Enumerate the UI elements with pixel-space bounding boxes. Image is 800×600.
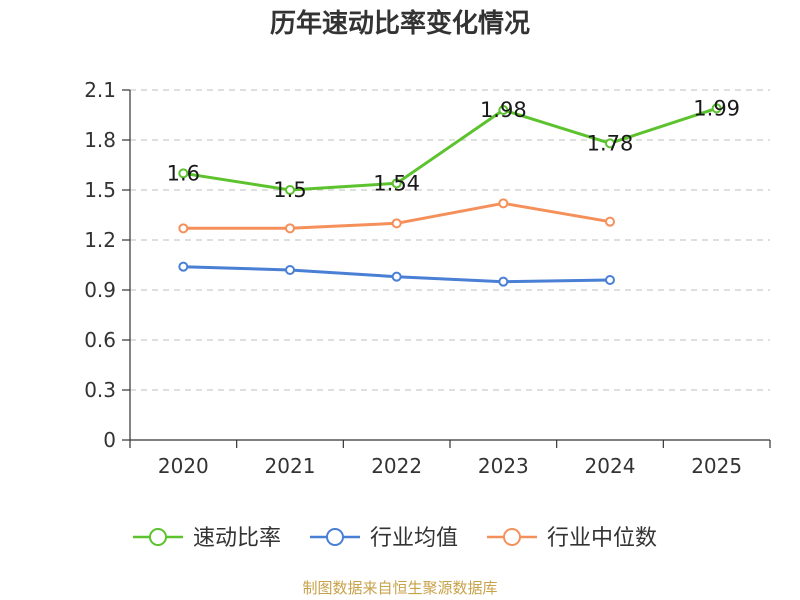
data-label: 1.98 [480,98,527,122]
data-point [498,198,509,209]
legend: 速动比率 行业均值 行业中位数 [133,526,657,551]
data-label: 1.5 [273,178,306,202]
x-axis: 2020 2021 2022 2023 2024 2025 [129,439,771,478]
series-line [181,106,719,192]
data-point [285,185,295,195]
source-note: 制图数据来自恒生聚源数据库 [302,579,497,597]
data-point [285,265,295,275]
y-tick-label: 1.5 [84,178,116,202]
data-point [498,276,509,287]
data-point [178,168,189,179]
data-point [178,223,189,234]
y-tick-label: 0.6 [84,328,116,352]
legend-label: 行业均值 [370,526,458,551]
legend-marker [326,528,344,546]
data-point [711,103,722,114]
data-point [285,223,295,234]
data-point [605,275,615,285]
legend-item: 行业均值 [310,526,458,551]
legend-marker [503,528,521,546]
y-tick-label: 0 [103,428,116,452]
x-tick-label: 2025 [691,454,742,478]
data-label: 1.78 [587,131,634,155]
data-label: 1.6 [167,161,200,185]
data-point [498,105,509,115]
legend-item: 行业中位数 [487,526,657,551]
data-label: 1.54 [373,171,420,195]
x-tick-label: 2023 [478,454,529,478]
data-point [391,271,402,282]
grid-lines [130,89,770,391]
data-label: 1.99 [693,96,740,120]
chart-title: 历年速动比率变化情况 [270,8,530,39]
legend-label: 行业中位数 [547,526,657,551]
data-point [605,216,615,227]
data-point [391,218,402,229]
data-point [605,138,615,149]
legend-label: 速动比率 [193,526,281,551]
x-tick-label: 2022 [371,454,422,478]
y-axis: 0 0.3 0.6 0.9 1.2 1.5 1.8 2.1 [84,78,131,452]
y-tick-label: 2.1 [84,78,116,102]
x-tick-label: 2024 [585,454,636,478]
y-tick-label: 1.8 [84,128,116,152]
x-tick-label: 2020 [158,454,209,478]
y-tick-label: 0.9 [84,278,116,302]
legend-marker [149,528,167,546]
series-group: 1.6 1.5 1.54 1.98 1.78 1.99 [167,96,740,287]
x-tick-label: 2021 [265,454,316,478]
legend-item: 速动比率 [133,526,281,551]
y-tick-label: 0.3 [84,378,116,402]
data-point [178,261,189,272]
y-tick-label: 1.2 [84,228,116,252]
data-point [391,178,402,189]
